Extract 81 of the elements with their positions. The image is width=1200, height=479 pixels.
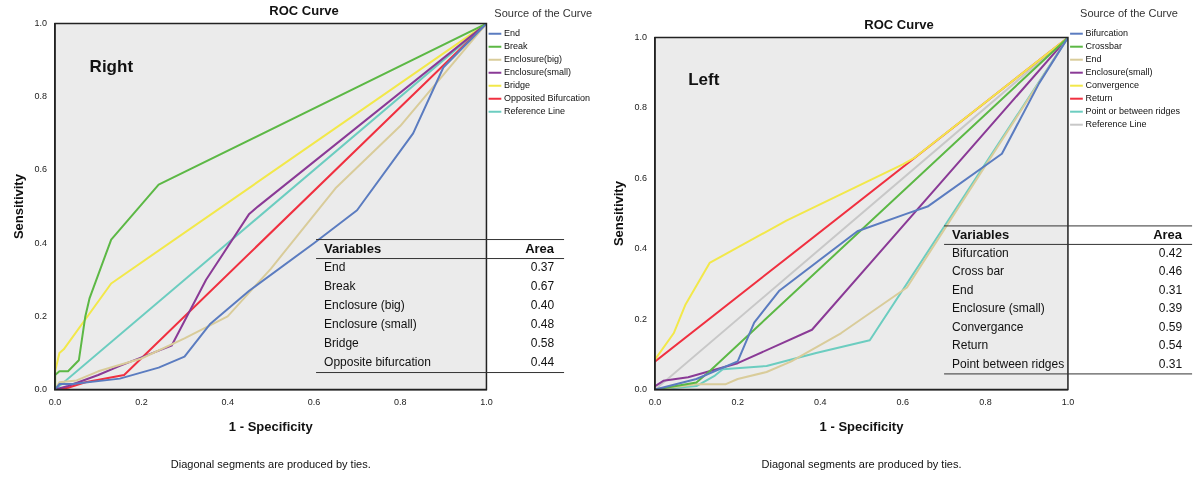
text: 0.67: [530, 279, 555, 294]
legend-label: Crossbar: [1085, 41, 1122, 52]
text: 0.58: [530, 336, 555, 351]
text: 0.39: [1158, 301, 1183, 316]
legend-label: Enclosure(small): [503, 67, 571, 78]
legend-label: Opposited Bifurcation: [503, 93, 591, 104]
annotation: Left: [688, 69, 720, 89]
legend-label: Enclosure(big): [503, 54, 562, 65]
y-tick-label: 0.8: [34, 91, 48, 102]
legend-label: End: [1085, 54, 1102, 65]
y-tick-label: 1.0: [634, 32, 648, 43]
y-tick-label: 0.6: [634, 172, 648, 183]
text: 0.54: [1158, 338, 1183, 353]
annotation: Bifurcation: [952, 245, 1009, 260]
x-tick-label: 0.0: [48, 397, 62, 408]
x-tick-label: 0.8: [393, 397, 407, 408]
text: 0.59: [1158, 319, 1183, 334]
legend-label: Return: [1085, 93, 1113, 104]
text: 0.44: [530, 355, 555, 370]
y-tick-label: 0.8: [634, 102, 648, 113]
y-tick-label: 0.6: [34, 164, 48, 175]
legend-label: Enclosure(small): [1085, 67, 1153, 78]
text: 0.46: [1158, 264, 1183, 279]
legend-label: Point or between ridges: [1085, 106, 1181, 117]
text: Area: [525, 240, 555, 256]
x-tick-label: 0.6: [896, 397, 910, 408]
text: Area: [1153, 226, 1183, 242]
annotation: End: [952, 282, 974, 297]
legend-label: End: [503, 28, 520, 39]
chart-title: ROC Curve: [269, 3, 339, 19]
legend-label: Break: [503, 41, 528, 52]
x-tick-label: 0.8: [979, 397, 992, 408]
x-tick-label: 0.0: [648, 397, 662, 408]
annotation: Return: [952, 338, 989, 353]
legend-label: Reference Line: [1085, 119, 1147, 130]
x-tick-label: 0.2: [135, 397, 148, 408]
text: Diagonal segments are produced by ties.: [170, 458, 371, 471]
y-tick-label: 0.4: [634, 243, 648, 254]
legend-title: Source of the Curve: [1080, 6, 1178, 19]
x-axis-title: 1 - Specificity: [228, 418, 314, 434]
chart-title: ROC Curve: [864, 17, 934, 33]
x-tick-label: 0.4: [221, 397, 234, 408]
annotation: Point between ridges: [952, 356, 1065, 371]
y-tick-label: 0.2: [34, 310, 48, 321]
annotation: Bridge: [324, 336, 360, 351]
legend-title: Source of the Curve: [494, 6, 593, 19]
annotation: Break: [324, 279, 357, 294]
annotation: End: [324, 260, 346, 275]
text: 0.40: [530, 298, 555, 313]
y-tick-label: 0.2: [634, 313, 648, 324]
legend-label: Convergence: [1085, 80, 1139, 91]
text: 0.31: [1158, 356, 1183, 371]
x-tick-label: 0.2: [731, 397, 744, 408]
y-axis-title: Sensitivity: [611, 180, 627, 247]
text: 0.37: [530, 260, 555, 275]
annotation: Cross bar: [952, 264, 1005, 279]
annotation: Variables: [952, 226, 1010, 242]
y-tick-label: 0.0: [34, 384, 48, 395]
text: 0.48: [530, 317, 555, 332]
y-tick-label: 1.0: [34, 18, 48, 29]
legend-label: Reference Line: [503, 106, 565, 117]
y-tick-label: 0.4: [34, 237, 48, 248]
annotation: Opposite bifurcation: [324, 355, 431, 370]
x-tick-label: 0.4: [813, 397, 827, 408]
x-axis-title: 1 - Specificity: [819, 418, 905, 434]
legend-label: Bridge: [503, 80, 530, 91]
annotation: Convergance: [952, 319, 1024, 334]
text: Diagonal segments are produced by ties.: [761, 458, 962, 471]
x-tick-label: 1.0: [1061, 397, 1075, 408]
y-axis-title: Sensitivity: [11, 173, 27, 240]
annotation: Variables: [324, 240, 382, 256]
y-tick-label: 0.0: [634, 384, 648, 395]
annotation: Enclosure (big): [324, 298, 405, 313]
legend-label: Bifurcation: [1085, 28, 1128, 39]
x-tick-label: 0.6: [307, 397, 321, 408]
annotation: Enclosure (small): [324, 317, 417, 332]
annotation: Right: [89, 57, 134, 77]
x-tick-label: 1.0: [480, 397, 493, 408]
text: 0.31: [1158, 282, 1183, 297]
annotation: Enclosure (small): [952, 301, 1045, 316]
text: 0.42: [1158, 245, 1183, 260]
